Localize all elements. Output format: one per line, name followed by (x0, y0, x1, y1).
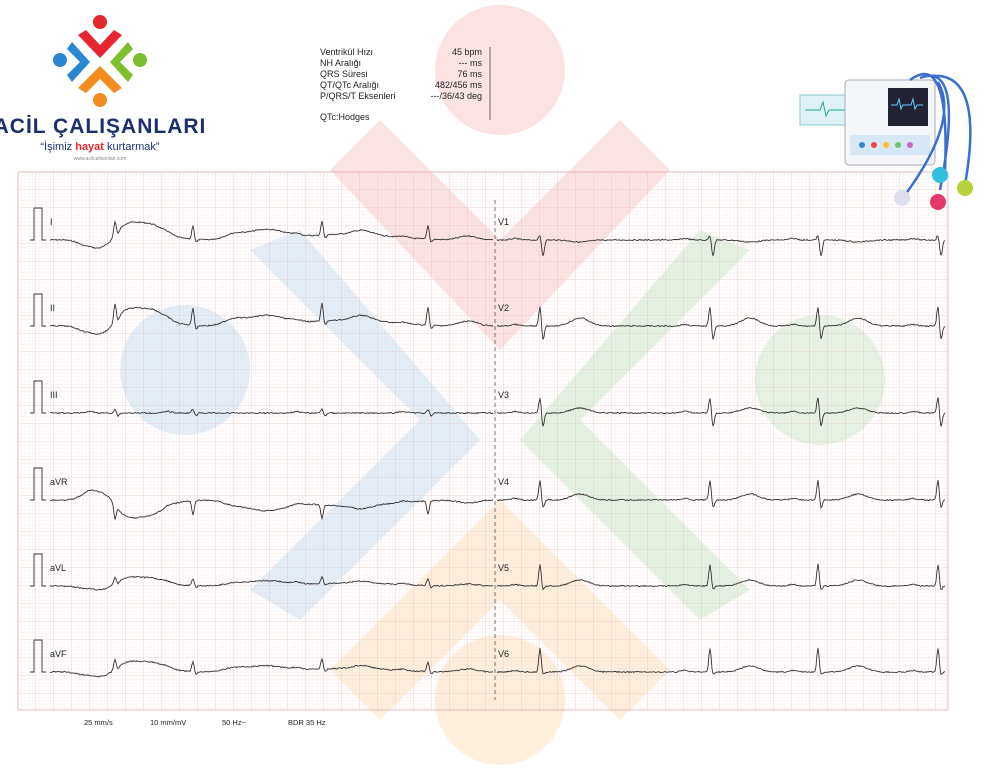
measure-value: 45 bpm (452, 47, 482, 57)
lead-label: aVF (50, 649, 67, 659)
logo-website: www.acilcalisanlari.com (74, 156, 127, 162)
calibration-pulse (30, 553, 46, 587)
qtc-note: QTc:Hodges (320, 112, 370, 122)
measure-value: 482/456 ms (435, 80, 483, 90)
ecg-trace (49, 489, 494, 521)
footer-setting: 25 mm/s (84, 718, 113, 727)
footer: 25 mm/s 10 mm/mV 50 Hz~ BDR 35 Hz (84, 718, 326, 727)
ecg-trace (49, 407, 494, 418)
calibration-pulse (30, 639, 46, 673)
lead-labels: I V1 II V2 III V3 aVR V4 aVL V5 aVF V6 (30, 207, 509, 673)
ecg-trace (496, 235, 946, 257)
calibration-pulse (30, 207, 46, 241)
calibration-pulse (30, 380, 46, 414)
ecg-trace (49, 575, 493, 591)
lead-label: V3 (498, 390, 509, 400)
lead-label: V1 (498, 217, 509, 227)
ecg-device-icon (799, 72, 973, 210)
measure-value: ---/36/43 deg (430, 91, 482, 101)
tagline-part: kurtarmak” (104, 141, 160, 153)
footer-setting: 10 mm/mV (150, 718, 186, 727)
measure-label: QT/QTc Aralığı (320, 80, 379, 90)
measure-value: 76 ms (457, 69, 482, 79)
ecg-trace (496, 479, 946, 509)
traces (49, 220, 946, 678)
lead-label: V5 (498, 563, 509, 573)
footer-setting: BDR 35 Hz (288, 718, 326, 727)
lead-label: II (50, 303, 55, 313)
measure-label: Ventrikül Hızı (320, 47, 373, 57)
logo-name: ACİL ÇALIŞANLARI (0, 115, 206, 138)
ecg-trace (49, 657, 494, 678)
lead-label: V4 (498, 477, 509, 487)
ecg-trace (49, 302, 494, 335)
lead-label: III (50, 390, 58, 400)
logo: ACİL ÇALIŞANLARI “İşimiz hayat kurtarmak… (0, 15, 206, 162)
measure-value: --- ms (459, 58, 483, 68)
ecg-trace (496, 647, 946, 675)
logo-tagline: “İşimiz hayat kurtarmak” (40, 140, 160, 153)
ecg-trace (496, 306, 946, 340)
lead-label: I (50, 217, 53, 227)
tagline-part: hayat (75, 141, 104, 153)
lead-label: aVR (50, 477, 68, 487)
calibration-pulse (30, 293, 46, 327)
measure-label: NH Aralığı (320, 58, 361, 68)
ecg-trace (49, 220, 494, 249)
grid-paper (17, 171, 949, 711)
tagline-part: “İşimiz (40, 140, 75, 153)
measure-label: QRS Süresi (320, 69, 368, 79)
ecg-trace (496, 563, 946, 591)
lead-label: V2 (498, 303, 509, 313)
measurements: QTc:Hodges Ventrikül Hızı 45 bpm NH Aralığ… (320, 47, 491, 122)
lead-label: aVL (50, 563, 66, 573)
footer-setting: 50 Hz~ (222, 718, 247, 727)
ecg-trace (496, 397, 946, 427)
measure-label: P/QRS/T Eksenleri (320, 91, 395, 101)
calibration-pulse (30, 467, 46, 501)
lead-label: V6 (498, 649, 509, 659)
